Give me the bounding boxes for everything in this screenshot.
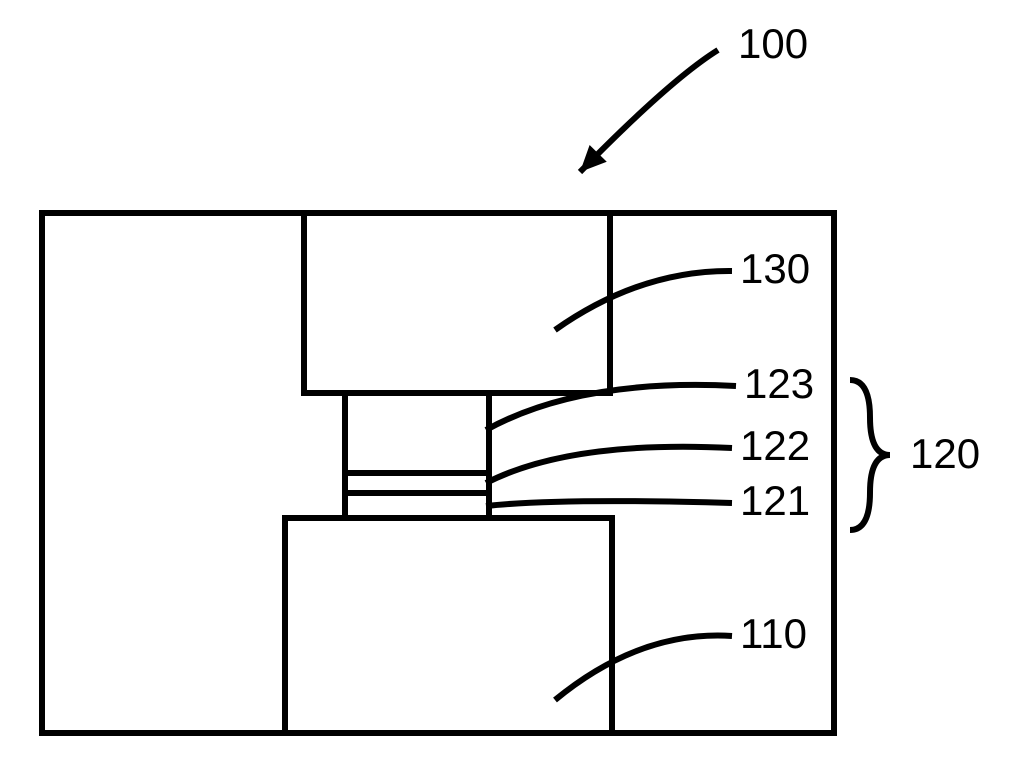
label-130: 130 — [740, 245, 810, 292]
top-block — [304, 213, 610, 393]
label-123: 123 — [744, 360, 814, 407]
leader-line — [555, 636, 732, 700]
bottom-block — [285, 518, 612, 733]
leader-line — [486, 447, 732, 483]
label-122: 122 — [740, 422, 810, 469]
label-overall: 100 — [738, 20, 808, 67]
label-110: 110 — [740, 610, 807, 657]
label-121: 121 — [740, 477, 810, 524]
label-120: 120 — [910, 430, 980, 477]
technical-diagram: 100 130 123 122 121 110 120 — [0, 0, 1029, 769]
leader-line — [555, 271, 732, 330]
overall-arrow — [580, 50, 718, 172]
layer-121 — [345, 493, 489, 518]
leader-line — [486, 501, 732, 506]
layer-123 — [345, 393, 489, 473]
brace-icon — [850, 380, 890, 530]
